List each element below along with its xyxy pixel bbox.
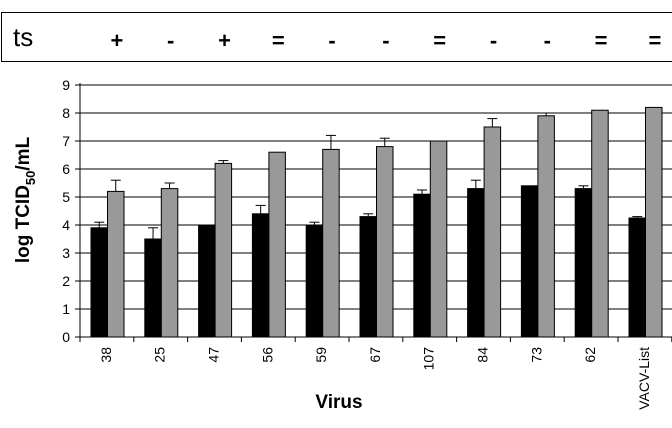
y-tick-label: 8: [62, 105, 70, 121]
bar: [467, 188, 485, 338]
bar: [376, 146, 394, 338]
ts-symbol: -: [544, 28, 551, 53]
ts-row-symbols: + - + = - - = - - = =: [110, 28, 661, 53]
ts-symbol: -: [490, 28, 497, 53]
x-tick-label: 73: [528, 347, 544, 363]
bar: [305, 224, 324, 338]
bar: [483, 126, 502, 338]
ts-symbol: =: [433, 28, 446, 53]
ts-symbol: -: [167, 28, 174, 53]
bars: [90, 106, 663, 338]
bar: [628, 217, 646, 338]
x-tick-label: 107: [421, 347, 437, 371]
bar: [107, 190, 125, 338]
y-tick-label: 5: [62, 189, 70, 205]
y-tick-label: 7: [62, 133, 70, 149]
y-axis-title-subscript: 50: [23, 171, 38, 185]
y-tick-label: 0: [62, 329, 70, 345]
bar: [322, 148, 340, 338]
bar: [160, 188, 179, 338]
y-tick-labels: 0 1 2 3 4 5 6 7 8 9: [62, 77, 70, 345]
x-tick-label: 47: [206, 347, 222, 363]
x-tick-label: 59: [313, 347, 329, 363]
bar: [214, 162, 233, 338]
y-axis-title: log TCID50/mL: [13, 136, 38, 263]
bar: [413, 193, 431, 338]
bar: [537, 115, 555, 338]
y-axis-title-main: log TCID: [13, 185, 34, 263]
x-tick-label: 67: [367, 347, 383, 363]
ts-symbol: -: [382, 28, 389, 53]
y-tick-label: 6: [62, 161, 70, 177]
y-tick-label: 1: [62, 301, 70, 317]
x-tick-label: 62: [582, 347, 598, 363]
bar: [429, 140, 448, 338]
bar: [359, 216, 377, 338]
ts-symbol: -: [328, 28, 335, 53]
y-tick-label: 4: [62, 217, 70, 233]
x-tick-label: VACV-List: [636, 347, 652, 410]
ts-symbol: =: [648, 28, 661, 53]
x-tick-label: 84: [475, 347, 491, 363]
bar: [90, 227, 108, 338]
x-tick-labels: 38 25 47 56 59 67 107 84 73 62 VACV-List: [98, 347, 652, 410]
x-tick-label: 56: [259, 347, 275, 363]
ts-row-label: ts: [13, 22, 33, 52]
x-tick-label: 38: [98, 347, 114, 363]
y-tick-label: 9: [62, 77, 70, 93]
axes: [75, 83, 672, 342]
ts-row-box: [1, 12, 672, 62]
bar: [251, 213, 270, 338]
bar: [574, 188, 593, 338]
bar: [645, 106, 663, 338]
y-tick-label: 2: [62, 273, 70, 289]
ts-symbol: +: [110, 28, 123, 53]
bar: [591, 109, 609, 338]
ts-symbol: +: [218, 28, 231, 53]
ts-symbol: =: [595, 28, 608, 53]
y-tick-label: 3: [62, 245, 70, 261]
x-tick-label: 25: [152, 347, 168, 363]
ts-symbol: =: [272, 28, 285, 53]
x-axis-title: Virus: [315, 392, 362, 413]
bar: [144, 238, 162, 338]
bar: [268, 151, 286, 338]
bar: [198, 224, 216, 338]
y-axis-title-tail: /mL: [13, 136, 34, 170]
bar: [520, 185, 539, 338]
